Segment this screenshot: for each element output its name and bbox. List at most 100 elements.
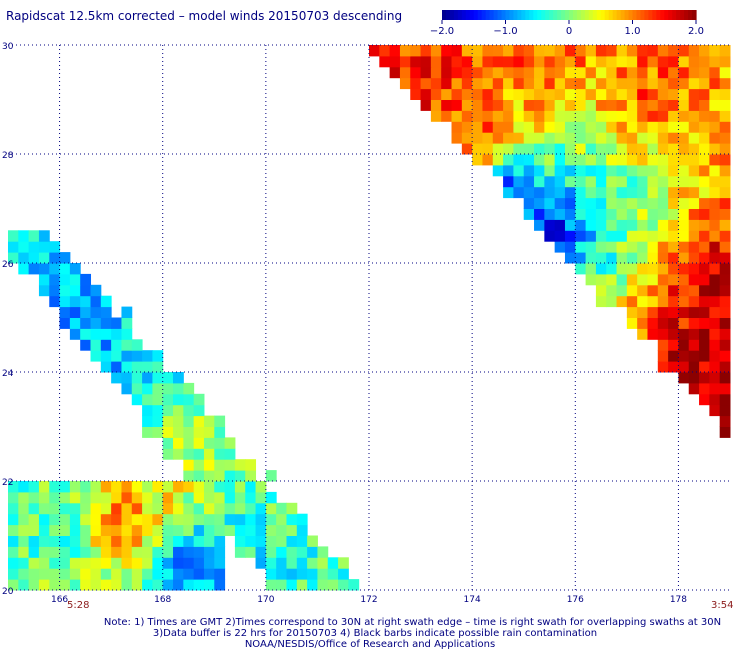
swath-cell <box>513 77 525 90</box>
swath-cell <box>224 502 236 515</box>
swath-cell <box>564 77 576 90</box>
swath-cell <box>606 295 618 308</box>
swath-cell <box>719 88 731 100</box>
swath-cell <box>441 88 453 100</box>
swath-cell <box>255 491 267 504</box>
swath-cell <box>69 513 81 526</box>
swath-cell <box>183 415 195 427</box>
swath-cell <box>719 164 731 177</box>
swath-cell <box>183 557 195 569</box>
swath-cell <box>317 579 329 591</box>
swath-cell <box>100 317 112 329</box>
swath-cell <box>503 154 514 166</box>
swath-cell <box>657 241 669 253</box>
colorbar-segment <box>449 10 455 20</box>
swath-cell <box>193 437 205 449</box>
swath-cell <box>131 372 143 384</box>
swath-cell <box>678 361 690 373</box>
colorbar-segment <box>636 10 642 20</box>
swath-cell <box>28 491 40 504</box>
swath-cell <box>688 154 700 166</box>
swath-cell <box>554 197 566 209</box>
swath-cell <box>585 208 597 220</box>
swath-cell <box>492 154 504 166</box>
swath-cell <box>389 45 401 57</box>
swath-cell <box>678 295 690 308</box>
swath-cell <box>90 350 102 362</box>
swath-cell <box>399 45 411 57</box>
swath-cell <box>327 557 339 569</box>
swath-cell <box>90 513 102 526</box>
colorbar-segment <box>596 10 602 20</box>
swath-cell <box>616 45 628 57</box>
swath-cell <box>348 579 360 591</box>
swath-cell <box>80 568 92 580</box>
swath-cell <box>688 361 700 373</box>
colorbar-segment <box>457 10 463 20</box>
colorbar-tick-label: −1.0 <box>493 26 517 37</box>
colorbar-segment <box>688 10 693 20</box>
swath-cell <box>544 154 556 166</box>
swath-cell <box>668 175 679 188</box>
swath-cell <box>492 45 504 57</box>
swath-cell <box>595 55 607 68</box>
swath-cell <box>183 524 195 536</box>
colorbar-segment <box>600 10 606 20</box>
colorbar-segment <box>664 10 669 20</box>
swath-cell <box>441 55 453 68</box>
swath-cell <box>647 164 659 177</box>
swath-cell <box>90 535 102 547</box>
swath-cell <box>49 524 61 536</box>
swath-cell <box>173 524 184 536</box>
x-tick-label: 170 <box>257 595 274 605</box>
swath-cell <box>38 524 50 536</box>
swath-cell <box>709 306 721 318</box>
swath-cell <box>327 568 339 580</box>
swath-cell <box>59 273 71 286</box>
swath-cell <box>699 230 710 242</box>
colorbar-segment <box>442 10 447 20</box>
swath-cell <box>719 99 731 111</box>
swath-cell <box>657 88 669 100</box>
chart-title: Rapidscat 12.5km corrected – model winds… <box>6 9 403 23</box>
swath-cell <box>18 252 30 264</box>
swath-cell <box>513 45 525 57</box>
swath-cell <box>100 524 112 536</box>
swath-cell <box>503 143 514 155</box>
swath-cell <box>152 557 164 569</box>
swath-cell <box>523 154 535 166</box>
swath-cell <box>719 66 731 79</box>
swath-cell <box>173 568 184 580</box>
swath-cell <box>606 66 618 79</box>
swath-cell <box>265 470 277 482</box>
swath-cell <box>492 55 504 68</box>
swath-cell <box>38 502 50 515</box>
swath-cell <box>162 372 174 384</box>
swath-cell <box>100 295 112 308</box>
swath-cell <box>719 143 731 155</box>
swath-cell <box>121 328 133 340</box>
swath-cell <box>49 263 61 275</box>
swath-cell <box>59 252 71 264</box>
note-line-3: NOAA/NESDIS/Office of Research and Appli… <box>244 639 496 650</box>
swath-cell <box>544 66 556 79</box>
swath-cell <box>699 273 710 286</box>
swath-cell <box>152 415 164 427</box>
swath-cell <box>503 45 514 57</box>
swath-cell <box>420 66 432 79</box>
swath-cell <box>554 164 566 177</box>
colorbar-segment <box>537 10 542 20</box>
swath-cell <box>564 88 576 100</box>
swath-cell <box>80 579 92 591</box>
swath-cell <box>276 502 287 515</box>
swath-cell <box>245 535 257 547</box>
swath-cell <box>214 546 226 558</box>
swath-cell <box>688 121 700 133</box>
swath-cell <box>90 328 102 340</box>
swath-cell <box>38 481 50 493</box>
swath-cell <box>699 132 710 144</box>
swath-cell <box>575 175 587 188</box>
swath-cell <box>276 568 287 580</box>
colorbar-segment <box>640 10 646 20</box>
swath-cell <box>193 535 205 547</box>
